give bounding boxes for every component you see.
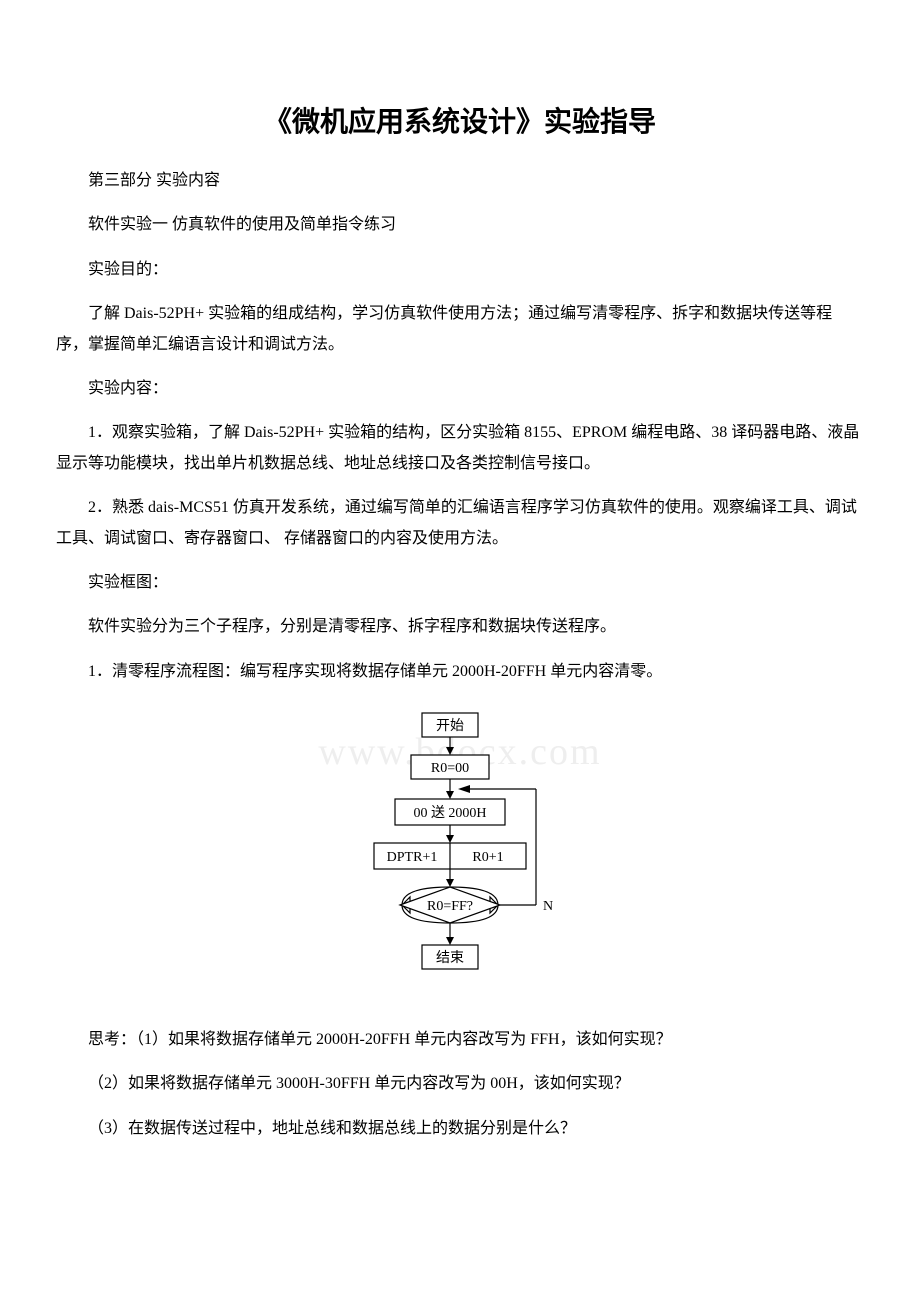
node-start-label: 开始 xyxy=(436,718,464,734)
content-heading: 实验内容： xyxy=(56,374,864,404)
node-increment-left: DPTR+1 xyxy=(387,850,438,865)
think-q1: 思考：（1）如果将数据存储单元 2000H-20FFH 单元内容改写为 FFH，… xyxy=(56,1025,864,1055)
node-end-label: 结束 xyxy=(436,950,464,966)
arrowhead-5 xyxy=(446,937,454,945)
node-r0-init-label: R0=00 xyxy=(431,761,469,776)
content-item-2: 2．熟悉 dais-MCS51 仿真开发系统，通过编写简单的汇编语言程序学习仿真… xyxy=(56,493,864,554)
objective-text: 了解 Dais-52PH+ 实验箱的组成结构，学习仿真软件使用方法；通过编写清零… xyxy=(56,299,864,360)
section-heading: 第三部分 实验内容 xyxy=(56,166,864,196)
content-item-1: 1．观察实验箱，了解 Dais-52PH+ 实验箱的结构，区分实验箱 8155、… xyxy=(56,418,864,479)
loop-entry-arrow xyxy=(458,785,470,793)
experiment-title: 软件实验一 仿真软件的使用及简单指令练习 xyxy=(56,210,864,240)
flowchart-svg: 开始 R0=00 00 送 2000H xyxy=(340,707,580,997)
arrowhead-2 xyxy=(446,791,454,799)
subprogram-intro: 软件实验分为三个子程序，分别是清零程序、拆字程序和数据块传送程序。 xyxy=(56,612,864,642)
diagram-heading: 实验框图： xyxy=(56,568,864,598)
flowchart: 开始 R0=00 00 送 2000H xyxy=(56,707,864,997)
no-label: N xyxy=(543,899,553,914)
think-q2: （2）如果将数据存储单元 3000H-30FFH 单元内容改写为 00H，该如何… xyxy=(56,1069,864,1099)
arrowhead-1 xyxy=(446,747,454,755)
arrowhead-3 xyxy=(446,835,454,843)
node-send-2000h-label: 00 送 2000H xyxy=(413,805,486,821)
arrowhead-4 xyxy=(446,879,454,887)
node-decision-label: R0=FF? xyxy=(427,899,473,914)
think-q3: （3）在数据传送过程中，地址总线和数据总线上的数据分别是什么？ xyxy=(56,1114,864,1144)
flowchart-caption: 1．清零程序流程图：编写程序实现将数据存储单元 2000H-20FFH 单元内容… xyxy=(56,657,864,687)
node-increment-right: R0+1 xyxy=(472,850,503,865)
page-title: 《微机应用系统设计》实验指导 xyxy=(56,100,864,140)
objective-heading: 实验目的： xyxy=(56,255,864,285)
